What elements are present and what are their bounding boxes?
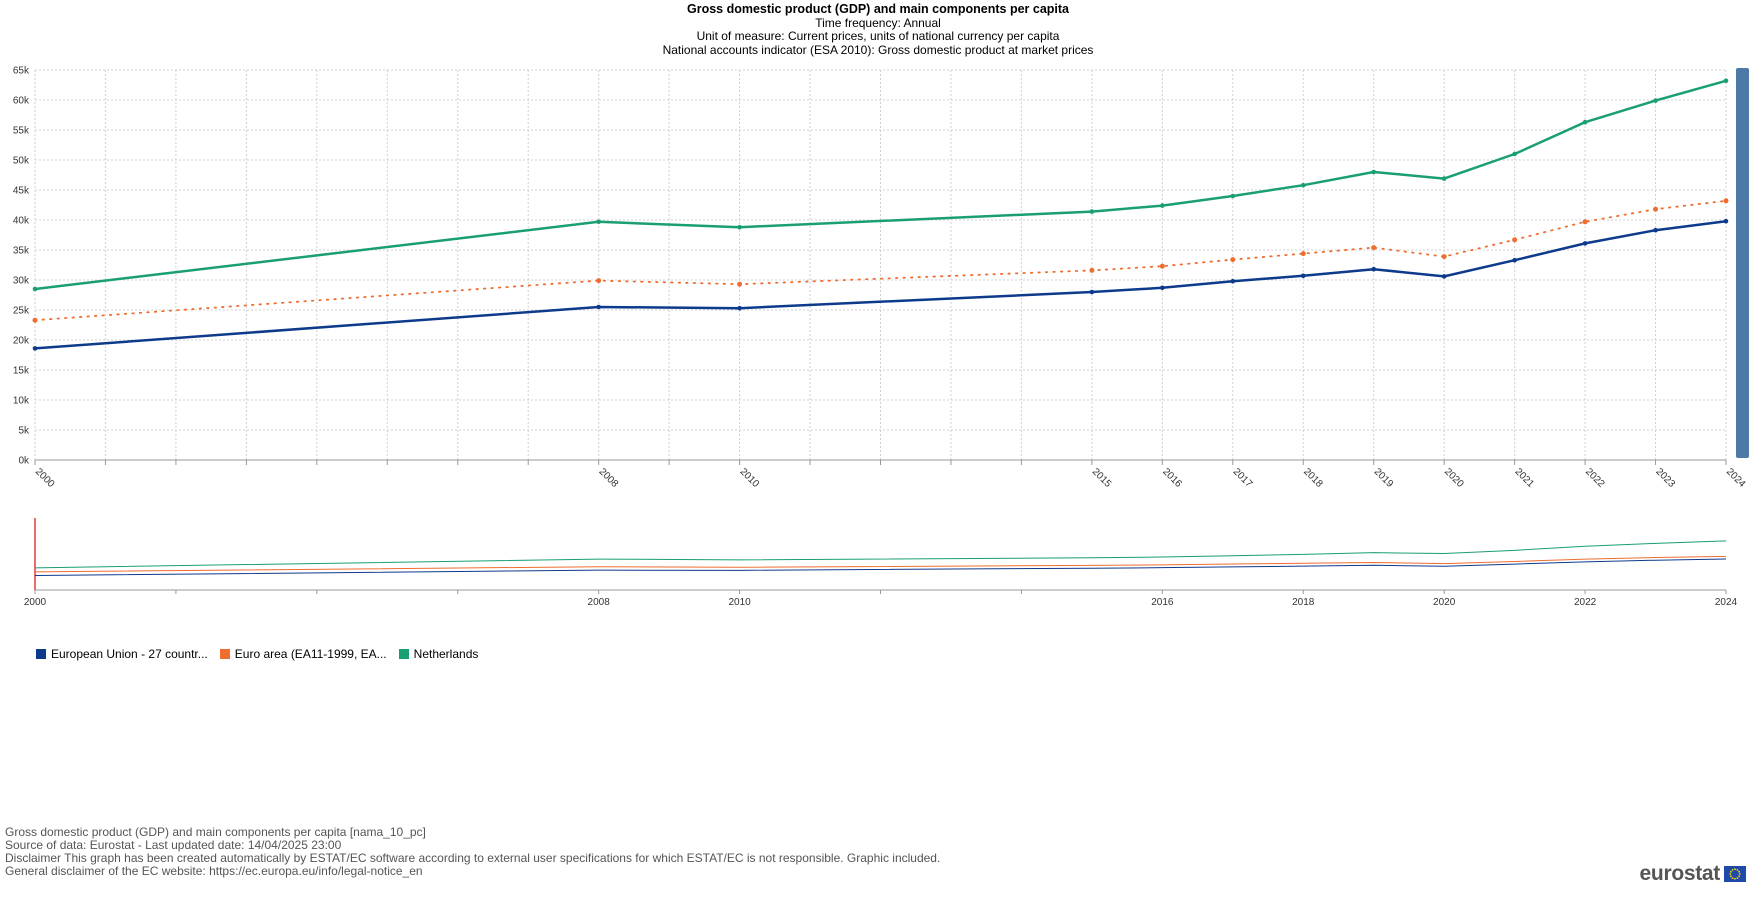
legend-label-eu27: European Union - 27 countr... — [51, 647, 208, 661]
vertical-scrollbar[interactable] — [1736, 68, 1749, 458]
chart-subtitle-indicator: National accounts indicator (ESA 2010): … — [662, 42, 1094, 57]
series-euro-area-point — [1371, 245, 1377, 251]
series-eu27-point — [1371, 266, 1377, 272]
series-euro-area-point — [32, 317, 38, 323]
series-netherlands-point — [32, 286, 38, 292]
series-eu27-point — [1089, 289, 1095, 295]
series-euro-area-point — [596, 278, 602, 284]
y-tick-label: 25k — [13, 306, 30, 317]
legend-item-netherlands[interactable]: Netherlands — [398, 647, 479, 661]
chart-footer: Gross domestic product (GDP) and main co… — [5, 826, 940, 878]
main-line-chart: 0k 5k 10k 15k 20k 25k 30k 35k 40k 45k 50k 55k 60k 65k… — [13, 66, 1748, 491]
y-tick-label: 5k — [18, 426, 30, 437]
series-netherlands-point — [1089, 209, 1095, 214]
y-tick-label: 20k — [13, 336, 30, 347]
legend-swatch-euro-area — [219, 649, 230, 659]
series-netherlands-point — [1582, 119, 1588, 125]
series-eu27-navigator-line — [34, 558, 1727, 577]
series-euro-area-point — [1512, 237, 1518, 243]
y-tick-label: 10k — [13, 396, 30, 407]
series-netherlands-point — [1230, 193, 1236, 199]
y-tick-label: 45k — [13, 186, 30, 197]
navigator-tick-label: 2018 — [1292, 597, 1315, 608]
eurostat-logo-text: eurostat — [1639, 862, 1721, 885]
series-euro-area-point — [1300, 251, 1306, 257]
navigator-tick-label: 2016 — [1151, 597, 1174, 608]
series-euro-area-navigator-line — [34, 555, 1727, 573]
series-netherlands-point — [737, 224, 742, 230]
navigator-tick-label: 2010 — [728, 597, 751, 608]
series-netherlands-point — [1160, 203, 1165, 208]
series-eu27-point — [1723, 218, 1729, 224]
legend-item-eu27[interactable]: European Union - 27 countr... — [36, 647, 208, 661]
series-euro-area-point — [1653, 206, 1659, 212]
legend-swatch-eu27 — [36, 649, 46, 659]
chart-legend: European Union - 27 countr... Euro area … — [36, 647, 478, 661]
series-eu27-point — [1582, 241, 1588, 246]
series-netherlands-point — [1371, 169, 1377, 175]
navigator-chart[interactable]: 2000 2008 2010 2016 2018 2020 2022 2024 — [0, 0, 1756, 620]
series-euro-area-point — [1723, 198, 1729, 204]
series-eu27-point — [32, 346, 38, 351]
y-tick-label: 30k — [13, 276, 30, 287]
series-netherlands-navigator-line — [34, 540, 1727, 569]
chart-subtitle-unit: Unit of measure: Current prices, units o… — [696, 29, 1060, 43]
series-eu27-point — [1300, 273, 1306, 279]
series-euro-area-point — [1230, 257, 1236, 263]
footer-general-disclaimer: General disclaimer of the EC website: ht… — [5, 864, 423, 878]
navigator-tick-label: 2020 — [1433, 597, 1456, 608]
series-netherlands-point — [1723, 78, 1729, 84]
series-netherlands-point — [1512, 151, 1517, 157]
series-netherlands-point — [1300, 182, 1306, 188]
legend-item-euro-area[interactable]: Euro area (EA11-1999, EA... — [219, 647, 387, 661]
y-tick-label: 15k — [13, 366, 30, 377]
chart-title: Gross domestic product (GDP) and main co… — [686, 2, 1069, 16]
eu-flag-icon — [1724, 866, 1746, 882]
footer-disclaimer: Disclaimer This graph has been created a… — [5, 851, 941, 865]
series-netherlands-point — [1653, 98, 1658, 103]
series-eu27-point — [596, 304, 601, 310]
series-netherlands-point — [1441, 176, 1447, 181]
y-tick-label: 35k — [13, 246, 30, 257]
legend-label-netherlands: Netherlands — [413, 647, 479, 661]
footer-dataset: Gross domestic product (GDP) and main co… — [5, 825, 426, 839]
y-tick-label: 40k — [13, 216, 30, 227]
chart-titles: Gross domestic product (GDP) and main co… — [0, 2, 1756, 57]
series-euro-area-point — [1441, 254, 1447, 260]
navigator-tick-label: 2024 — [1715, 597, 1738, 608]
series-eu27-point — [1441, 274, 1447, 279]
series-eu27-point — [1512, 257, 1517, 263]
chart-subtitle-frequency: Time frequency: Annual — [815, 15, 941, 30]
y-tick-label: 65k — [13, 66, 30, 77]
navigator-tick-label: 2000 — [24, 597, 47, 608]
legend-swatch-netherlands — [398, 649, 409, 659]
navigator-tick-label: 2022 — [1574, 597, 1597, 608]
navigator-tick-label: 2008 — [588, 597, 611, 608]
series-eu27-point — [737, 305, 742, 311]
series-eu27-point — [1653, 227, 1658, 233]
series-euro-area-point — [1582, 219, 1588, 225]
y-tick-label: 0k — [18, 456, 30, 467]
y-tick-label: 50k — [13, 156, 30, 167]
series-euro-area-point — [737, 281, 743, 287]
legend-label-euro-area: Euro area (EA11-1999, EA... — [234, 647, 387, 661]
y-tick-label: 60k — [13, 96, 30, 107]
series-euro-area-point — [1159, 263, 1165, 269]
eurostat-logo: eurostat — [1640, 862, 1746, 886]
series-eu27-point — [1230, 278, 1236, 284]
footer-source: Source of data: Eurostat - Last updated … — [5, 838, 342, 852]
y-tick-label: 55k — [13, 126, 30, 137]
series-eu27-point — [1160, 285, 1165, 291]
series-netherlands-point — [596, 219, 601, 225]
series-euro-area-point — [1089, 267, 1095, 273]
